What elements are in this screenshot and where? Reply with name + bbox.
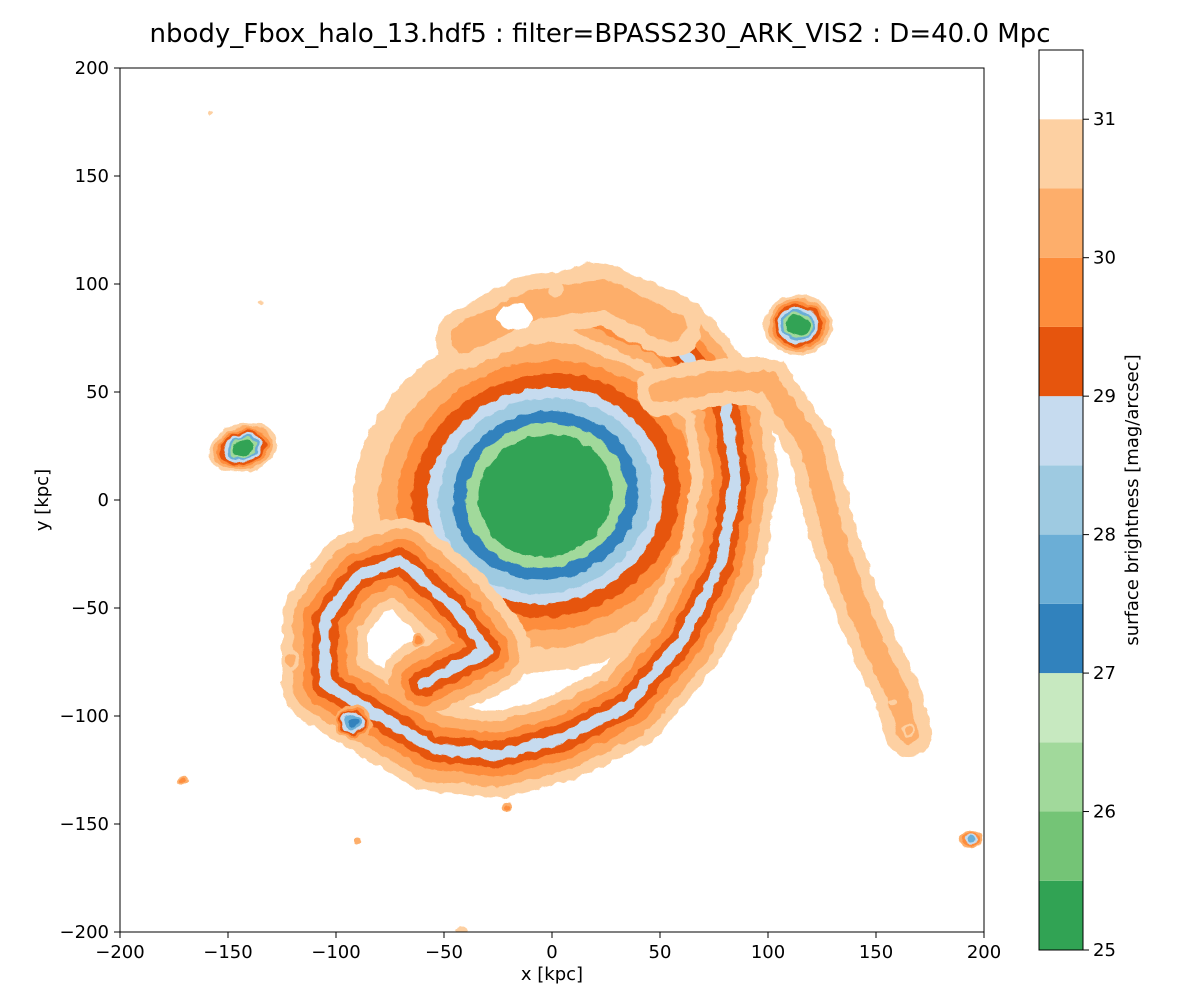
x-tick-label: 50 [649,942,672,963]
y-tick-label: 0 [98,490,109,511]
satellite-se [960,830,982,848]
colorbar-segment [1039,188,1083,258]
blob-4 [501,801,513,813]
x-tick-label: 0 [546,942,557,963]
chart-title: nbody_Fbox_halo_13.hdf5 : filter=BPASS23… [149,19,1050,49]
colorbar-tick-label: 27 [1093,663,1116,684]
colorbar-segment [1039,465,1083,535]
colorbar [1039,50,1083,950]
central-galaxy-level [478,434,613,557]
colorbar-tick-label: 26 [1093,802,1116,823]
y-tick-label: −150 [60,814,109,835]
x-tick-label: −50 [425,942,463,963]
colorbar-segment [1039,326,1083,397]
blob-10-level [258,301,263,306]
upper-plume [435,264,702,369]
outer-arm [636,357,933,758]
y-axis: −200 −150 −100 −50 0 50 100 150 200 [60,58,120,943]
blob-2 [282,649,300,671]
blob-8 [549,284,563,297]
contour-layers [176,111,982,932]
blob-6-level [454,926,468,932]
outer-arm-level [649,370,920,745]
blob-5-level [353,838,362,845]
north-cavity [498,303,533,330]
colorbar-tick-label: 30 [1093,248,1116,269]
colorbar-segment [1039,603,1083,674]
colorbar-tick-label: 29 [1093,386,1116,407]
colorbar-segment [1039,880,1083,950]
blob-9-level [208,111,213,116]
colorbar-segment [1039,673,1083,743]
y-tick-label: 50 [86,382,109,403]
colorbar-segment [1039,50,1083,120]
plot-area [120,68,984,932]
colorbar-tick-label: 25 [1093,940,1116,961]
x-tick-label: 100 [751,942,785,963]
satellite-sw [333,705,373,740]
blob-6 [454,926,468,932]
central-galaxy [352,319,739,673]
tidal-stream [282,262,779,799]
x-tick-label: 200 [967,942,1001,963]
y-tick-label: 150 [75,166,109,187]
colorbar-segment [1039,396,1083,466]
blob-8-level [549,284,563,297]
colorbar-tick-label: 31 [1093,109,1116,130]
satellite-ne [763,294,833,356]
north-cavity-level [498,303,533,330]
colorbar-frame [1038,49,1084,951]
y-tick-label: 200 [75,58,109,79]
satellite-w [209,423,278,473]
x-tick-label: −100 [311,942,360,963]
satellite-sw-level [347,717,360,728]
satellite-ne-level [786,314,810,336]
blob-3 [176,776,190,786]
blob-9 [208,111,213,116]
colorbar-segment [1039,811,1083,881]
x-axis-label: x [kpc] [521,964,583,985]
blob-1 [411,633,425,647]
blob-7-level [904,727,913,736]
blob-4-level [503,803,510,810]
satellite-w-level [231,439,255,457]
blob-10 [258,301,263,306]
satellite-se-level [966,835,976,843]
blob-11-level [888,699,898,707]
blob-7 [901,724,915,738]
blob-3-level [178,778,187,784]
y-tick-label: −100 [60,706,109,727]
y-tick-label: −200 [60,922,109,943]
blob-11 [888,699,898,707]
x-tick-label: −150 [203,942,252,963]
y-tick-label: −50 [71,598,109,619]
colorbar-segment [1039,257,1083,327]
colorbar-segment [1039,119,1083,189]
tidal-stream-level [319,300,741,761]
colorbar-label: surface brightness [mag/arcsec] [1122,354,1143,645]
colorbar-tick-label: 28 [1093,525,1116,546]
x-tick-label: 150 [859,942,893,963]
y-tick-label: 100 [75,274,109,295]
colorbar-segment [1039,742,1083,812]
x-axis: −200 −150 −100 −50 0 50 100 150 200 [95,932,1001,963]
upper-plume-level [450,279,686,354]
x-tick-label: −200 [95,942,144,963]
blob-2-level [285,653,296,667]
blob-1-level [414,636,422,645]
y-axis-label: y [kpc] [32,469,53,531]
blob-5 [353,838,362,845]
colorbar-ticks: 25 26 27 28 29 30 31 [1083,109,1116,961]
colorbar-segment [1039,534,1083,604]
